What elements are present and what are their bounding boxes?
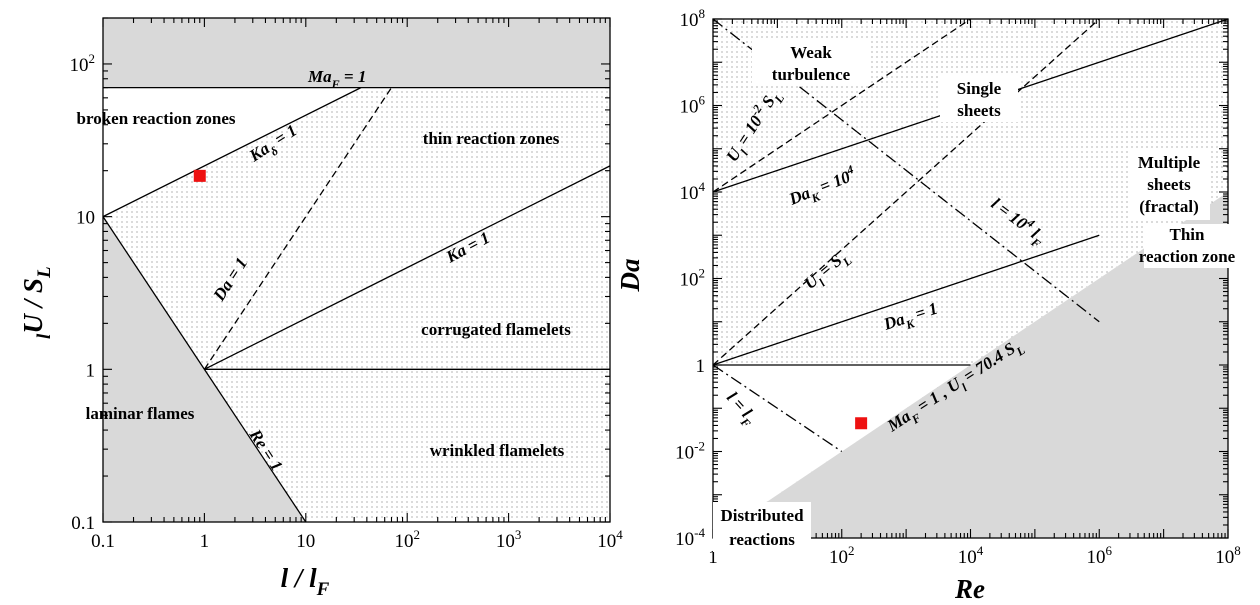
- right-axis-ticks: [712, 18, 1229, 539]
- left-data-points: [193, 169, 206, 182]
- distributed-label-bg: [713, 502, 811, 552]
- weak-label-bg: [752, 38, 870, 86]
- y-tick-label: 10-4: [675, 525, 705, 550]
- y-tick-label: 0.1: [71, 513, 95, 534]
- region-label-single-1: Single: [957, 79, 1002, 98]
- right-line-l-lf: [712, 364, 843, 453]
- x-tick-label: 104: [597, 527, 623, 552]
- region-label-thin: thin reaction zones: [423, 129, 560, 148]
- x-tick-label: 0.1: [91, 531, 115, 552]
- right-data-points: [855, 417, 868, 430]
- left-line-ka-delta: [102, 87, 362, 218]
- region-label-distributed-1: Distributed: [720, 506, 804, 525]
- x-tick-label: 102: [829, 543, 855, 568]
- region-label-weak-1: Weak: [790, 43, 832, 62]
- single-label-bg: [940, 76, 1018, 122]
- region-label-thin-2: reaction zone: [1139, 247, 1236, 266]
- x-tick-label: 1: [200, 531, 210, 552]
- left-x-axis-label: l / lF: [281, 563, 330, 600]
- line-label-maf: MaF = 1: [307, 67, 366, 91]
- x-tick-label: 1: [708, 547, 718, 568]
- x-tick-label: 102: [394, 527, 420, 552]
- y-tick-label: 1: [86, 360, 96, 381]
- region-label-thin-1: Thin: [1170, 225, 1206, 244]
- y-tick-label: 10-2: [675, 439, 705, 464]
- right-line-dak-1: [712, 234, 1100, 366]
- region-label-multiple-1: Multiple: [1138, 153, 1201, 172]
- left-y-axis-label-sub-l: l: [34, 333, 55, 339]
- region-label-weak-2: turbulence: [772, 65, 851, 84]
- data-point-marker: [193, 169, 206, 182]
- region-label-broken-1: broken reaction zones: [77, 109, 236, 128]
- right-y-axis-label: Da: [615, 259, 645, 293]
- left-y-axis-label: U / SL: [18, 266, 55, 333]
- data-point-marker: [855, 417, 868, 430]
- left-axis-ticks: [102, 17, 611, 523]
- x-tick-label: 106: [1087, 543, 1113, 568]
- region-label-multiple-2: sheets: [1147, 175, 1191, 194]
- region-label-wrinkled: wrinkled flamelets: [430, 441, 565, 460]
- left-shaded-top-region: [103, 18, 610, 88]
- left-plot-frame: [102, 17, 611, 523]
- left-line-da: [203, 87, 393, 370]
- right-line-l-1e4: [712, 18, 1100, 323]
- region-label-distributed-2: reactions: [729, 530, 795, 549]
- y-tick-label: 1: [696, 356, 706, 377]
- x-tick-label: 103: [496, 527, 521, 552]
- thin-zone-label-bg: [1144, 224, 1230, 268]
- y-tick-label: 108: [680, 6, 706, 31]
- left-line-ka: [204, 165, 611, 370]
- left-borghi-diagram: 0.1 1 10 102 103 104 0.1 1 10 102 broken reaction…: [18, 17, 624, 600]
- x-tick-label: 104: [958, 543, 984, 568]
- y-tick-label: 10: [76, 208, 95, 229]
- x-tick-label: 108: [1215, 543, 1241, 568]
- y-tick-label: 106: [680, 93, 706, 118]
- y-tick-label: 102: [680, 266, 706, 291]
- y-tick-label: 102: [70, 51, 96, 76]
- region-label-laminar: laminar flames: [86, 404, 195, 423]
- left-tick-labels: 0.1 1 10 102 103 104 0.1 1 10 102: [70, 51, 624, 552]
- right-line-ul-sl: [712, 18, 1100, 366]
- y-tick-label: 104: [680, 179, 706, 204]
- x-tick-label: 10: [296, 531, 315, 552]
- region-label-corrugated: corrugated flamelets: [421, 320, 571, 339]
- region-label-single-2: sheets: [957, 101, 1001, 120]
- right-x-axis-label: Re: [954, 574, 985, 604]
- left-stipple-region: [103, 87, 610, 523]
- right-line-ul-1e-2: [712, 18, 971, 193]
- multiple-label-bg: [1128, 150, 1210, 220]
- region-label-multiple-3: (fractal): [1139, 197, 1198, 216]
- right-tick-labels: 1 102 104 106 108 10-4 10-2 1 102 104 106 108: [675, 6, 1241, 568]
